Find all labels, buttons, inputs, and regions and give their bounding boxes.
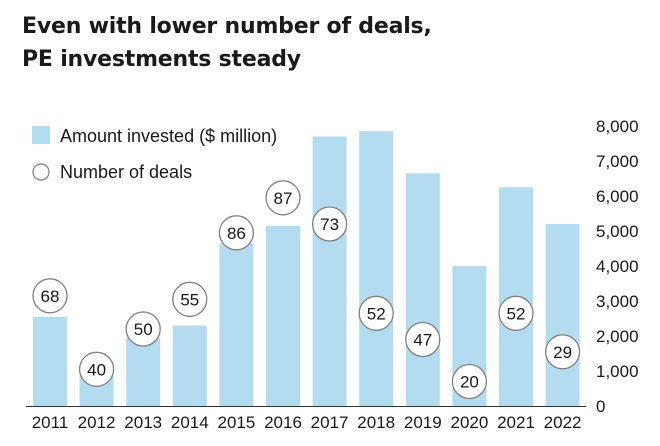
deal-marker-2018: [358, 295, 394, 331]
chart-title: Even with lower number of deals, PE inve…: [22, 10, 432, 76]
y-tick-label-4000: 4,000: [596, 257, 639, 276]
y-tick-label-1000: 1,000: [596, 362, 639, 381]
y-tick-label-3000: 3,000: [596, 292, 639, 311]
x-tick-label-2015: 2015: [217, 413, 255, 432]
bar-2011: [33, 316, 67, 407]
x-tick-label-2019: 2019: [404, 413, 442, 432]
chart-title-line-1: Even with lower number of deals,: [22, 14, 432, 39]
legend: Amount invested ($ million) Number of de…: [32, 126, 277, 182]
bar-2014: [172, 325, 207, 406]
legend-label-amount: Amount invested ($ million): [60, 126, 277, 146]
y-tick-label-0: 0: [596, 397, 605, 416]
deal-marker-2016: [265, 180, 301, 216]
bar-2016: [266, 225, 300, 407]
x-tick-label-2013: 2013: [124, 413, 162, 432]
deal-marker-2011: [32, 278, 68, 314]
y-tick-label-8000: 8,000: [596, 117, 639, 136]
deal-count-label-2022: 29: [553, 343, 572, 362]
deal-count-label-2016: 87: [274, 189, 293, 208]
x-tick-label-2021: 2021: [497, 413, 535, 432]
deal-count-label-2014: 55: [180, 290, 199, 309]
x-tick-label-2018: 2018: [357, 413, 395, 432]
legend-marker-deals: [32, 163, 50, 181]
x-tick-label-2016: 2016: [264, 413, 302, 432]
x-tick-label-2014: 2014: [171, 413, 209, 432]
x-tick-label-2020: 2020: [450, 413, 488, 432]
deal-marker-2020: [451, 363, 488, 400]
x-tick-label-2011: 2011: [32, 413, 69, 432]
deal-marker-2013: [125, 311, 161, 347]
bar-2013: [126, 337, 161, 407]
deal-marker-2017: [311, 206, 348, 242]
bar-2022: [545, 224, 580, 406]
deal-marker-2012: [78, 351, 115, 387]
deal-count-label-2013: 50: [134, 320, 153, 339]
deal-count-label-2012: 40: [87, 360, 106, 379]
x-tick-label-2017: 2017: [311, 413, 349, 432]
x-tick-label-2022: 2022: [544, 413, 582, 432]
deal-marker-2015: [218, 215, 255, 251]
deal-count-label-2021: 52: [507, 304, 526, 323]
deal-count-label-2017: 73: [320, 215, 339, 234]
bar-2017: [312, 136, 347, 406]
y-tick-label-7000: 7,000: [596, 152, 639, 171]
y-tick-label-2000: 2,000: [596, 327, 639, 346]
chart-title-line-2: PE investments steady: [22, 47, 301, 72]
bar-2015: [219, 243, 254, 407]
deal-marker-2021: [498, 295, 534, 331]
deal-count-label-2018: 52: [367, 304, 386, 323]
deal-marker-2019: [405, 321, 441, 358]
deal-count-label-2011: 68: [41, 287, 60, 306]
deal-marker-2022: [544, 334, 581, 370]
deal-count-label-2020: 20: [460, 373, 479, 392]
y-tick-label-6000: 6,000: [596, 187, 639, 206]
x-tick-label-2012: 2012: [78, 413, 116, 432]
deal-count-label-2019: 47: [413, 331, 432, 350]
bar-2019: [405, 173, 440, 407]
legend-label-deals: Number of deals: [60, 162, 192, 182]
deal-marker-2014: [172, 281, 208, 317]
deal-count-label-2015: 86: [227, 224, 246, 243]
legend-swatch-amount: [32, 126, 50, 144]
bar-2018: [359, 131, 394, 407]
y-tick-label-5000: 5,000: [596, 222, 639, 241]
